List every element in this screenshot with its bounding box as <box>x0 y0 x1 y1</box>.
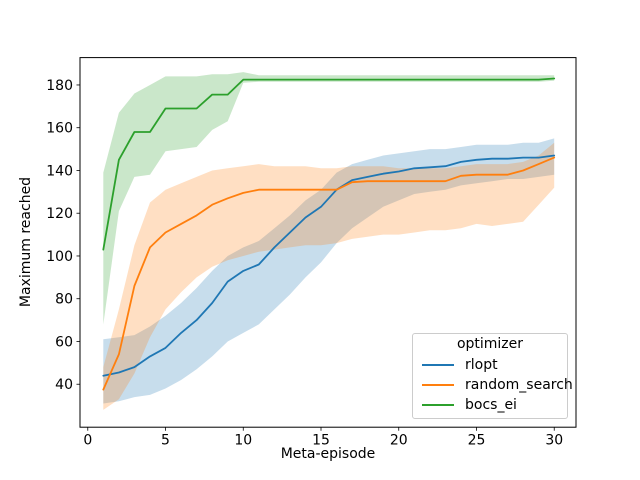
x-tick-label: 0 <box>83 433 92 449</box>
legend-swatch-bocs_ei <box>422 404 454 406</box>
x-tick-label: 15 <box>312 433 330 449</box>
legend-rows: rlopt random_search bocs_ei <box>413 355 573 415</box>
series-line-random_search <box>102 156 556 391</box>
confidence-bands <box>103 72 555 410</box>
legend-label: rlopt <box>465 357 498 373</box>
y-tick-label: 120 <box>46 206 73 222</box>
y-tick-label: 100 <box>46 249 73 265</box>
plot-frame <box>79 57 577 428</box>
y-tick-label: 80 <box>55 292 73 308</box>
x-axis-label: Meta-episode <box>281 446 376 462</box>
x-tick-label: 10 <box>234 433 252 449</box>
x-tick-label: 20 <box>390 433 408 449</box>
band-rlopt <box>103 138 555 404</box>
y-tick-label: 180 <box>46 78 73 94</box>
legend-title: optimizer <box>456 336 524 352</box>
legend-item-rlopt: rlopt <box>413 355 567 375</box>
x-tick-label: 25 <box>468 433 486 449</box>
y-tick-label: 60 <box>55 334 73 350</box>
x-tick-label: 5 <box>161 433 170 449</box>
y-tick-label: 140 <box>46 163 73 179</box>
x-tick-label: 30 <box>545 433 563 449</box>
band-bocs_ei <box>103 72 555 325</box>
axis-ticks <box>76 84 555 431</box>
legend-swatch-rlopt <box>422 364 454 366</box>
legend-item-bocs_ei: bocs_ei <box>413 395 567 415</box>
legend-item-random_search: random_search <box>413 375 573 395</box>
series-line-rlopt <box>102 154 556 377</box>
legend-label: bocs_ei <box>465 397 517 413</box>
band-random_search <box>103 142 555 410</box>
legend-swatch-random_search <box>422 384 454 386</box>
axis-tick-labels: 0 5 10 15 20 25 30 40 60 80 100 120 140 160 180 <box>46 78 563 449</box>
y-tick-label: 160 <box>46 121 73 137</box>
y-axis-label: Maximum reached <box>18 177 34 307</box>
series-lines <box>102 77 556 391</box>
series-line-bocs_ei <box>102 77 556 251</box>
y-tick-label: 40 <box>55 377 73 393</box>
legend-label: random_search <box>465 377 573 393</box>
legend: optimizer rlopt random_search bocs_ei <box>412 333 573 419</box>
